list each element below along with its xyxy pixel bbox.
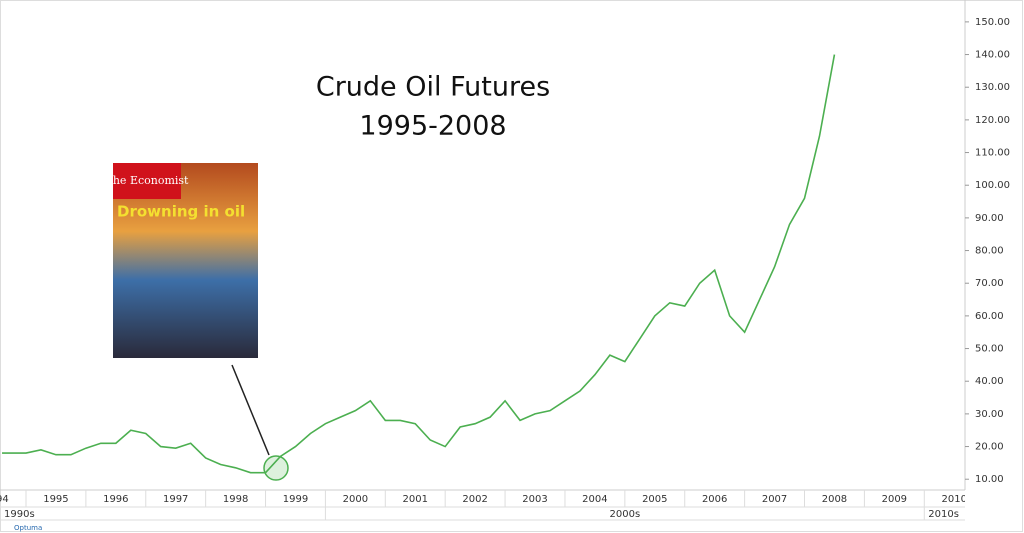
y-tick-label: 120.00 [975, 115, 1010, 126]
y-tick-label: 130.00 [975, 82, 1010, 93]
x-tick-label: 2010 [941, 494, 966, 505]
x-tick-label: 1997 [163, 494, 188, 505]
decade-label: 2000s [610, 509, 641, 520]
y-tick-label: 80.00 [975, 246, 1004, 257]
cover-headline: Drowning in oil [117, 203, 245, 221]
chart-subtitle: 1995-2008 [359, 111, 506, 142]
y-tick-label: 60.00 [975, 311, 1004, 322]
x-tick-label: 1998 [223, 494, 248, 505]
brand: Optuma [14, 524, 42, 532]
cover-publication: The Economist [106, 174, 190, 187]
y-tick-label: 40.00 [975, 376, 1004, 387]
y-tick-label: 90.00 [975, 213, 1004, 224]
y-tick-label: 30.00 [975, 409, 1004, 420]
x-tick-label: 2001 [403, 494, 428, 505]
x-tick-label: 2003 [522, 494, 547, 505]
y-tick-label: 150.00 [975, 17, 1010, 28]
y-tick-label: 140.00 [975, 50, 1010, 61]
x-tick-label: 1994 [0, 494, 9, 505]
pointer [231, 364, 270, 456]
x-tick-label: 2000 [343, 494, 368, 505]
chart-title: Crude Oil Futures [316, 72, 550, 103]
x-tick-label: 1999 [283, 494, 308, 505]
highlight [263, 455, 289, 481]
x-tick-label: 1995 [43, 494, 68, 505]
plot: 1994 1995 1996 1997 1998 1999 2000 2001 2002 2003… [0, 54, 966, 520]
price-line [2, 54, 836, 474]
x-tick-label: 2002 [462, 494, 487, 505]
x-tick-label: 2006 [702, 494, 727, 505]
magazine-cover: The Economist Drowning in oil [106, 163, 258, 358]
y-tick-label: 50.00 [975, 344, 1004, 355]
y-tick-label: 100.00 [975, 180, 1010, 191]
y-tick-label: 20.00 [975, 442, 1004, 453]
decade-label: 1990s [4, 509, 35, 520]
x-tick-label: 2004 [582, 494, 607, 505]
x-tick-label: 2008 [822, 494, 847, 505]
y-tick-label: 10.00 [975, 474, 1004, 485]
x-tick-label: 2005 [642, 494, 667, 505]
y-tick-label: 110.00 [975, 148, 1010, 159]
x-tick-label: 1996 [103, 494, 128, 505]
decade-label: 2010s [928, 509, 959, 520]
x-tick-label: 2007 [762, 494, 787, 505]
y-tick-label: 70.00 [975, 278, 1004, 289]
x-tick-label: 2009 [882, 494, 907, 505]
